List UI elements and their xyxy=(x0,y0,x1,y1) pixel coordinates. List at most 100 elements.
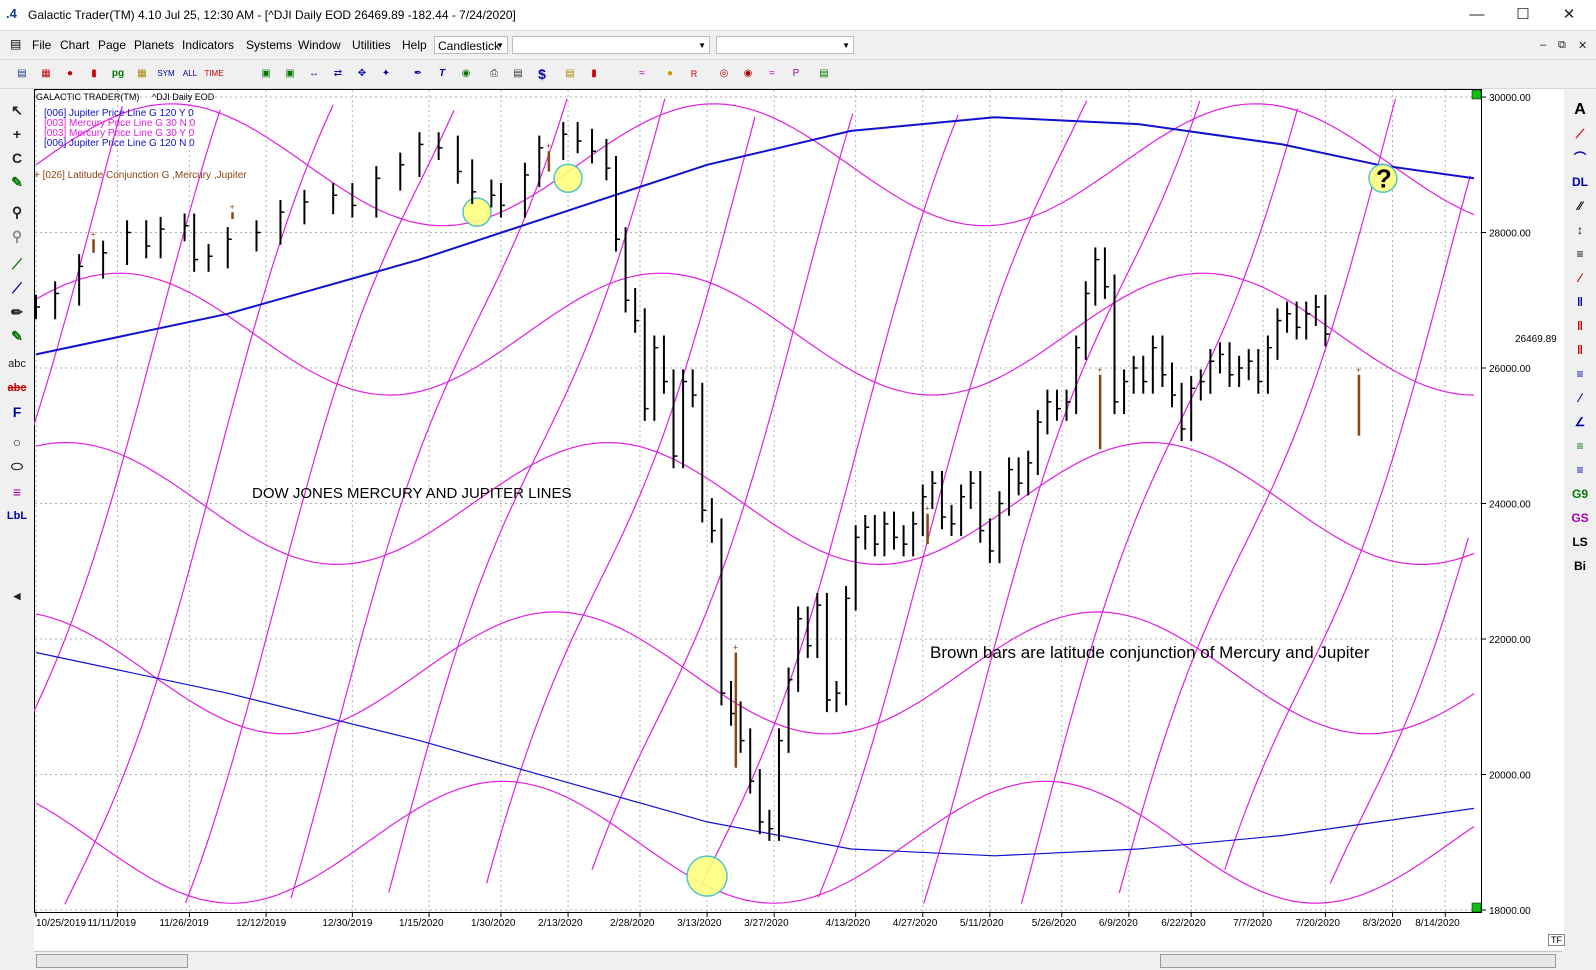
erase-text-icon[interactable]: abc xyxy=(7,382,27,394)
pr-icon[interactable]: P xyxy=(792,68,800,79)
menu-page[interactable]: Page xyxy=(98,38,127,52)
crosshair-icon[interactable]: + xyxy=(12,126,22,142)
indicator-icon[interactable]: ▤ xyxy=(565,68,575,79)
menu-file[interactable]: File xyxy=(32,38,52,52)
close-icon[interactable]: ✕ xyxy=(1562,6,1576,23)
gann-icon[interactable]: ≡ xyxy=(1576,247,1584,261)
menu-systems[interactable]: Systems xyxy=(246,38,293,52)
compress-icon[interactable]: ⇄ xyxy=(333,68,343,79)
x-tick-label: 5/26/2020 xyxy=(1032,918,1077,929)
candle-chart-icon[interactable]: ▮ xyxy=(91,68,97,79)
mdi-minimize-icon[interactable]: – xyxy=(1540,39,1547,51)
circle-icon[interactable]: ○ xyxy=(12,434,22,450)
channel-icon[interactable]: ‖ xyxy=(1577,343,1583,357)
expand-icon[interactable]: ↔ xyxy=(309,68,319,79)
pointer-icon[interactable]: ↖ xyxy=(11,102,23,118)
open-chart-icon[interactable]: ▦ xyxy=(41,68,51,79)
dollar-icon[interactable]: $ xyxy=(538,66,546,82)
tf-label[interactable]: TF xyxy=(1548,934,1565,946)
price-chart[interactable]: ? + + + + + + + 10/25/2019 11/11/2019 11/26/2019… xyxy=(34,89,1564,950)
gann2-icon[interactable]: ≡ xyxy=(1576,439,1584,453)
zoom-out-icon[interactable]: ⚲ xyxy=(11,228,23,244)
text-abc-icon[interactable]: abc xyxy=(8,358,26,370)
dl-icon[interactable]: DL xyxy=(1572,175,1588,189)
fibonacci-icon[interactable]: F xyxy=(12,404,22,420)
scroll-segment[interactable] xyxy=(36,954,188,968)
line-icon[interactable]: ⟋ xyxy=(12,280,22,296)
bar-style-icon[interactable]: ▮ xyxy=(591,68,597,79)
print-icon[interactable]: ⎙ xyxy=(490,68,498,79)
ls-icon[interactable]: LS xyxy=(1572,535,1588,549)
text-tool-icon[interactable]: T xyxy=(438,68,446,79)
minimize-icon[interactable]: — xyxy=(1469,6,1485,23)
menu-planets[interactable]: Planets xyxy=(134,38,175,52)
mdi-restore-icon[interactable]: ⧉ xyxy=(1558,39,1566,51)
maximize-icon[interactable]: ☐ xyxy=(1516,6,1530,23)
period-combo[interactable]: ▼ xyxy=(716,36,854,54)
text-a-icon[interactable]: A xyxy=(1574,101,1586,118)
bar-chart-icon[interactable]: ● xyxy=(66,68,74,79)
retrograde-icon[interactable]: R xyxy=(690,69,698,79)
menu-chart[interactable]: Chart xyxy=(60,38,90,52)
cross-icon[interactable]: ✦ xyxy=(381,68,391,79)
draw-icon[interactable]: ✒ xyxy=(413,68,423,79)
document-icon[interactable]: ▤ xyxy=(10,37,22,51)
menu-window[interactable]: Window xyxy=(298,38,341,52)
pg-icon[interactable]: pg xyxy=(111,68,125,79)
new-chart-icon[interactable]: ▤ xyxy=(17,68,27,79)
calendar-icon[interactable]: ▤ xyxy=(513,68,523,79)
lines2-icon[interactable]: ⁄ xyxy=(1578,271,1581,285)
move-icon[interactable]: ✥ xyxy=(357,68,367,79)
layers-icon[interactable]: ▣ xyxy=(261,68,271,79)
multi-lines-icon[interactable]: ≡ xyxy=(12,484,22,500)
blue-grid-icon[interactable]: ‖ xyxy=(1577,295,1583,309)
corner-marker-top[interactable] xyxy=(1471,89,1482,100)
chart-wheel-icon[interactable]: ◉ xyxy=(743,68,753,79)
label-icon[interactable]: LbL xyxy=(6,510,28,522)
multiline-icon[interactable]: ≡ xyxy=(1576,367,1584,381)
bi-icon[interactable]: Bi xyxy=(1574,559,1586,573)
cycle-tool-icon[interactable]: C xyxy=(11,150,23,166)
menu-help[interactable]: Help xyxy=(402,38,427,52)
latitude-conjunction-marker: + xyxy=(733,643,738,653)
bars-tool-icon[interactable]: ↕ xyxy=(1577,223,1583,237)
zoom-in-icon[interactable]: ⚲ xyxy=(11,204,23,220)
wave-icon[interactable]: ≈ xyxy=(639,68,645,79)
grid-icon[interactable]: ▦ xyxy=(137,68,147,79)
corner-marker-bottom[interactable] xyxy=(1471,902,1482,913)
marker-icon[interactable]: ✎ xyxy=(11,328,23,344)
panel-icon[interactable]: ▤ xyxy=(819,68,829,79)
aspect-icon[interactable]: ≈ xyxy=(769,68,775,79)
ellipse-icon[interactable]: ⬭ xyxy=(11,458,23,474)
chart-style-combo[interactable]: Candlestick ▼ xyxy=(434,36,508,54)
trend-line-icon[interactable]: ⟋ xyxy=(12,256,22,272)
symbol-combo[interactable]: ▼ xyxy=(512,36,710,54)
menu-indicators[interactable]: Indicators xyxy=(182,38,235,52)
menu-utilities[interactable]: Utilities xyxy=(352,38,391,52)
scroll-segment[interactable] xyxy=(1160,954,1556,968)
pencil-icon[interactable]: ✎ xyxy=(11,174,23,190)
fan-icon[interactable]: ⟋ xyxy=(1575,127,1585,141)
angle-icon[interactable]: ⁄ xyxy=(1578,391,1581,405)
time-icon[interactable]: TIME xyxy=(204,69,224,78)
x-tick-label: 10/25/2019 xyxy=(36,918,86,929)
planet-icon[interactable]: ● xyxy=(666,68,674,79)
scroll-left-icon[interactable]: ◀ xyxy=(13,591,21,601)
mercury-diagonal-line xyxy=(64,104,334,905)
gs-icon[interactable]: GS xyxy=(1571,511,1589,525)
red-grid-icon[interactable]: ‖ xyxy=(1577,319,1583,333)
pen-icon[interactable]: ✏ xyxy=(11,304,23,320)
all-icon[interactable]: ALL xyxy=(182,69,198,78)
bars3-icon[interactable]: ≡ xyxy=(1576,463,1584,477)
horizontal-scrollbar[interactable] xyxy=(34,951,1562,969)
mdi-close-icon[interactable]: ✕ xyxy=(1578,40,1588,52)
arc-icon[interactable]: ⌒ xyxy=(1573,151,1586,165)
g9-icon[interactable]: G9 xyxy=(1571,487,1588,501)
traffic-icon[interactable]: ◉ xyxy=(461,68,471,79)
symbol-icon[interactable]: SYM xyxy=(157,69,175,78)
wheel-icon[interactable]: ◎ xyxy=(719,68,729,79)
layers2-icon[interactable]: ▣ xyxy=(285,68,295,79)
parallel-icon[interactable]: ⁄⁄ xyxy=(1577,199,1582,213)
angle2-icon[interactable]: ∠ xyxy=(1574,415,1586,429)
y-axis: 30000.00 28000.00 26000.00 24000.00 22000.00… xyxy=(1481,93,1531,917)
